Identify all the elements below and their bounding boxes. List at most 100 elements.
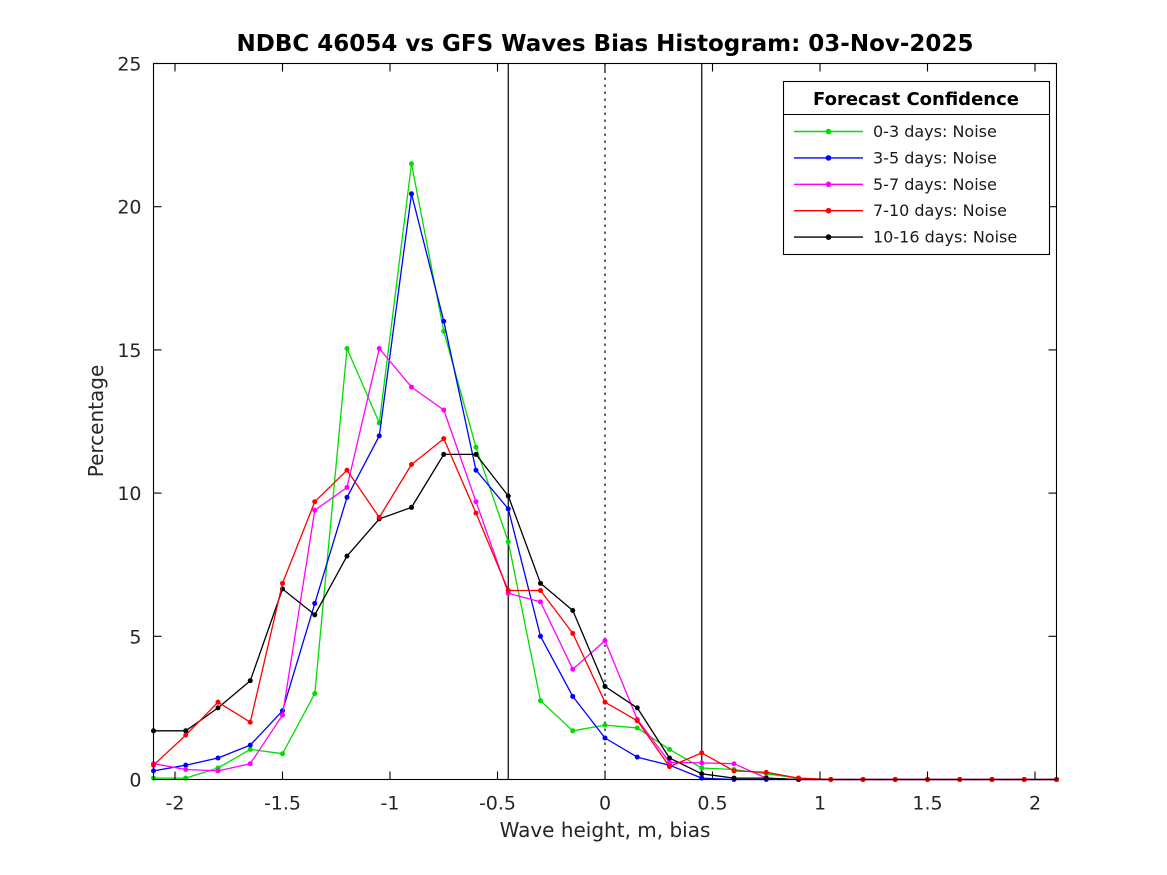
y-tick-label: 15 (117, 340, 141, 362)
data-point-marker (344, 553, 350, 559)
data-point-marker (699, 771, 705, 777)
data-point-marker (247, 761, 253, 767)
data-point-marker (312, 612, 318, 618)
data-point-marker (312, 507, 318, 513)
data-point-marker (441, 436, 447, 442)
data-point-marker (505, 493, 511, 499)
data-point-marker (312, 691, 318, 697)
data-point-marker (602, 722, 608, 728)
data-point-marker (570, 693, 576, 699)
data-point-marker (344, 467, 350, 473)
data-point-marker (376, 433, 382, 439)
data-point-marker (473, 467, 479, 473)
x-tick-label: -0.5 (479, 793, 516, 815)
data-point-marker (538, 599, 543, 605)
data-point-marker (602, 699, 608, 705)
data-point-marker (183, 762, 189, 768)
data-point-marker (441, 451, 447, 457)
data-point-marker (538, 580, 543, 586)
data-point-marker (473, 451, 479, 457)
x-tick-label: 0.5 (697, 793, 727, 815)
legend-marker-sample (825, 207, 832, 214)
data-point-marker (538, 698, 543, 704)
data-point-marker (247, 678, 253, 684)
x-tick-label: -1 (381, 793, 400, 815)
data-point-marker (731, 761, 737, 767)
data-point-marker (183, 732, 189, 738)
data-point-marker (344, 345, 350, 351)
data-point-marker (280, 580, 285, 586)
data-point-marker (280, 751, 285, 757)
data-point-marker (602, 638, 608, 644)
series-line (153, 438, 1057, 781)
data-point-marker (183, 728, 189, 734)
y-axis-label: Percentage (84, 365, 108, 478)
data-point-marker (312, 499, 318, 505)
legend-box (782, 80, 1051, 256)
x-tick-label: 0 (599, 793, 611, 815)
data-point-marker (570, 608, 576, 614)
data-point-marker (215, 755, 221, 761)
data-point-marker (247, 742, 253, 748)
data-point-marker (280, 712, 285, 718)
data-point-marker (215, 699, 221, 705)
data-point-marker (409, 461, 414, 467)
legend-title: Forecast Confidence (813, 89, 1019, 110)
data-point-marker (441, 328, 447, 334)
legend-entry-label: 0-3 days: Noise (873, 122, 997, 141)
x-tick-label: -2 (166, 793, 185, 815)
data-point-marker (634, 725, 640, 731)
data-point-marker (441, 318, 447, 324)
legend: Forecast Confidence 0-3 days: Noise 3-5 d… (782, 80, 1051, 256)
legend-marker-sample (825, 181, 832, 188)
data-point-marker (409, 191, 414, 197)
data-point-marker (667, 755, 672, 761)
data-point-marker (344, 494, 350, 500)
data-point-marker (538, 633, 543, 639)
data-point-marker (247, 746, 253, 752)
data-point-marker (473, 510, 479, 516)
data-point-marker (570, 666, 576, 672)
data-point-marker (505, 587, 511, 593)
data-point-marker (215, 768, 221, 774)
data-point-marker (602, 735, 608, 741)
y-tick-label: 10 (117, 483, 141, 505)
data-point-marker (570, 630, 576, 636)
data-point-marker (505, 539, 511, 545)
data-point-marker (699, 750, 705, 756)
reference-lines (507, 63, 703, 780)
x-tick-label: -1.5 (264, 793, 301, 815)
data-point-marker (312, 600, 318, 606)
data-point-marker (570, 728, 576, 734)
data-point-marker (763, 769, 769, 775)
data-point-marker (473, 444, 479, 450)
data-point-marker (376, 345, 382, 351)
data-point-marker (183, 766, 189, 772)
plot-frame (152, 62, 1058, 781)
data-point-marker (538, 587, 543, 593)
data-point-marker (505, 506, 511, 512)
data-point-marker (634, 754, 640, 760)
legend-entry-label: 5-7 days: Noise (873, 175, 997, 194)
data-point-marker (699, 765, 705, 771)
legend-marker-sample (825, 128, 832, 135)
data-point-marker (409, 161, 414, 167)
legend-marker-sample (825, 155, 832, 161)
chart-title: NDBC 46054 vs GFS Waves Bias Histogram: … (237, 31, 974, 57)
x-tick-label: 1.5 (912, 793, 942, 815)
y-tick-label: 5 (129, 626, 141, 648)
data-point-marker (473, 499, 479, 505)
x-axis-label: Wave height, m, bias (500, 818, 711, 842)
y-tick-label: 0 (129, 770, 141, 792)
data-point-marker (667, 764, 672, 770)
y-tick-label: 25 (117, 54, 141, 76)
data-point-marker (634, 705, 640, 711)
data-point-marker (215, 705, 221, 711)
data-point-marker (667, 746, 672, 752)
data-point-marker (602, 683, 608, 689)
x-tick-label: 1 (814, 793, 826, 815)
data-point-marker (409, 384, 414, 390)
data-point-marker (409, 504, 414, 510)
